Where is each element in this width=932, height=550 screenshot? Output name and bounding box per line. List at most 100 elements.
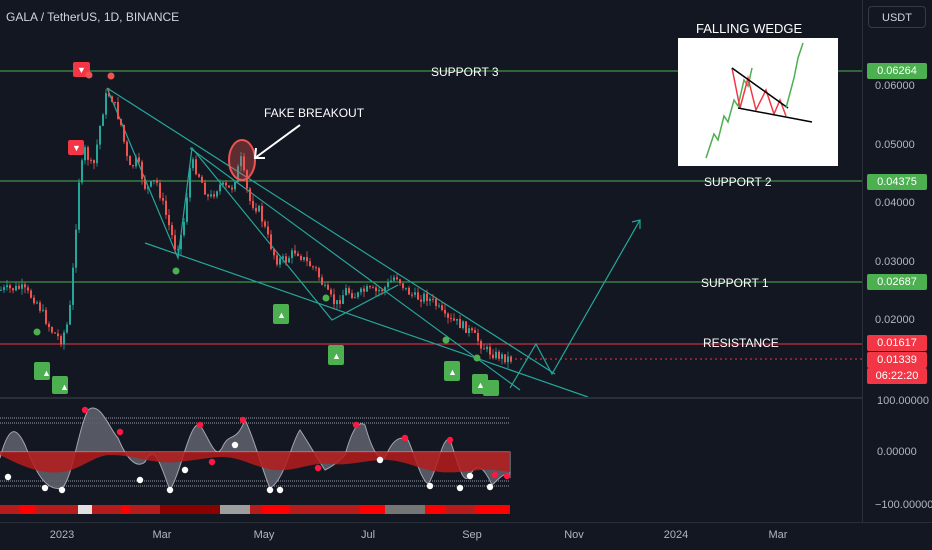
candle-body	[285, 256, 287, 263]
candle-body	[231, 187, 233, 190]
buy-arrow-glyph: ▲	[277, 310, 286, 320]
candle-body	[384, 287, 386, 291]
falling-wedge-title: FALLING WEDGE	[696, 21, 803, 36]
candle-body	[360, 288, 362, 293]
candle-body	[336, 300, 338, 305]
candle-body	[75, 229, 77, 268]
buy-arrow-glyph: ▲	[42, 368, 51, 378]
candle-body	[321, 277, 323, 285]
bar-countdown-label: 06:22:20	[867, 368, 927, 384]
price-tick: 0.06000	[875, 80, 915, 92]
price-chart[interactable]: ▲ ▲ ▲ ▲ ▲ ▲ ▼ ▼	[0, 0, 862, 522]
candle-body	[15, 285, 17, 291]
time-axis[interactable]: 2023 Mar May Jul Sep Nov 2024 Mar	[0, 522, 932, 550]
candle-body	[18, 285, 20, 289]
candle-body	[81, 160, 83, 183]
osc-red-dot	[352, 421, 360, 429]
signal-bar-segment	[122, 505, 130, 514]
osc-white-dot	[456, 484, 464, 492]
candle-body	[63, 332, 65, 345]
support-2-label[interactable]: SUPPORT 2	[704, 175, 772, 189]
candle-body	[237, 166, 239, 183]
candle-body	[42, 309, 44, 311]
symbol-title[interactable]: GALA / TetherUS, 1D, BINANCE	[6, 10, 180, 24]
candle-body	[453, 318, 455, 321]
price-axis[interactable]: 0.06000 0.05000 0.04000 0.03000 0.02000 …	[862, 0, 932, 522]
currency-selector[interactable]: USDT	[868, 6, 926, 28]
inner-trendline-1[interactable]	[189, 147, 521, 391]
candle-body	[156, 180, 158, 183]
candle-body	[423, 293, 425, 302]
candle-body	[363, 288, 365, 292]
support-2-price-label: 0.04375	[867, 174, 927, 190]
sell-dot	[107, 72, 115, 80]
chart-area[interactable]: ▲ ▲ ▲ ▲ ▲ ▲ ▼ ▼ GALA / TetherUS, 1D, BIN…	[0, 0, 862, 522]
buy-dot	[473, 354, 481, 362]
candle-body	[216, 191, 218, 197]
wedge-zigzag[interactable]	[106, 87, 399, 321]
candle-body	[495, 351, 497, 359]
projection-arrowhead	[631, 219, 641, 229]
support-1-label[interactable]: SUPPORT 1	[701, 276, 769, 290]
osc-red-dot	[208, 458, 216, 466]
osc-white-dot	[136, 476, 144, 484]
candle-body	[84, 147, 86, 161]
signal-bar	[0, 505, 510, 514]
fake-breakout-arrowhead	[253, 147, 265, 159]
candle-body	[438, 305, 440, 307]
candle-body	[351, 293, 353, 299]
falling-wedge-diagram[interactable]	[678, 38, 838, 166]
projection-path[interactable]	[509, 219, 641, 389]
candle-body	[54, 332, 56, 334]
candle-body	[399, 279, 401, 284]
candle-body	[462, 321, 464, 329]
candle-body	[9, 285, 11, 289]
osc-red-dot	[196, 421, 204, 429]
candle-body	[243, 156, 245, 171]
osc-white-dot	[231, 441, 239, 449]
buy-signal-marker	[444, 361, 460, 381]
wedge-lower-trendline[interactable]	[144, 242, 589, 398]
candle-body	[198, 174, 200, 177]
candle-body	[354, 297, 356, 299]
oscillator-pane	[0, 406, 511, 494]
candle-body	[318, 268, 320, 278]
candle-body	[393, 277, 395, 281]
wedge-upper-trendline[interactable]	[106, 87, 556, 375]
candle-body	[300, 256, 302, 260]
resistance-label[interactable]: RESISTANCE	[703, 336, 779, 350]
signal-bar-segment	[445, 505, 475, 514]
candle-body	[0, 289, 2, 291]
candle-body	[33, 297, 35, 304]
falling-wedge-sketch	[705, 42, 813, 159]
candle-body	[387, 282, 389, 288]
candle-body	[297, 253, 299, 257]
fake-breakout-circle[interactable]	[228, 139, 256, 181]
fake-breakout-label[interactable]: FAKE BREAKOUT	[264, 106, 365, 120]
candle-body	[255, 207, 257, 212]
signal-bar-segment	[0, 505, 20, 514]
candle-body	[378, 290, 380, 292]
candle-body	[144, 179, 146, 189]
buy-signal-marker	[34, 362, 50, 380]
sell-arrow-glyph: ▼	[77, 65, 86, 75]
buy-arrow-glyph: ▲	[476, 380, 485, 390]
osc-red-dot	[239, 416, 247, 424]
candle-body	[105, 93, 107, 115]
osc-red-wave	[0, 452, 510, 473]
sell-signal-marker	[73, 62, 90, 77]
candle-body	[411, 294, 413, 296]
candle-body	[339, 300, 341, 304]
candle-body	[447, 313, 449, 318]
price-tick: 0.02000	[875, 314, 915, 326]
candle-body	[405, 287, 407, 289]
time-tick: Jul	[360, 529, 376, 541]
time-tick: May	[253, 529, 275, 541]
candle-body	[87, 147, 89, 160]
candle-body	[273, 249, 275, 256]
candle-body	[150, 180, 152, 187]
candle-body	[225, 182, 227, 186]
candle-body	[159, 182, 161, 199]
support-3-label[interactable]: SUPPORT 3	[431, 65, 499, 79]
buy-dot	[322, 294, 330, 302]
